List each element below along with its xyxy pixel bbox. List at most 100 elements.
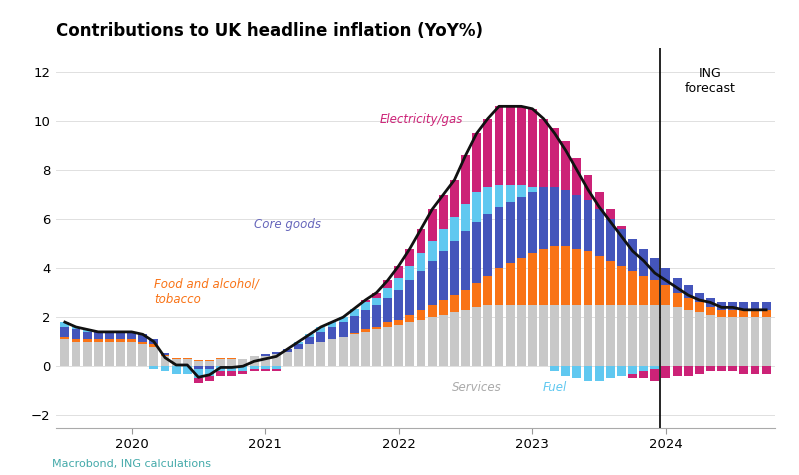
Bar (316, 332, 325, 342)
Bar (750, 310, 759, 317)
Bar (194, 366, 203, 369)
Bar (461, 204, 470, 231)
Bar (706, 366, 715, 371)
Bar (483, 276, 492, 305)
Bar (706, 297, 715, 307)
Bar (238, 366, 248, 371)
Bar (739, 366, 749, 373)
Bar (606, 219, 614, 261)
Bar (695, 312, 704, 366)
Bar (706, 307, 715, 315)
Bar (116, 342, 125, 366)
Bar (483, 305, 492, 366)
Bar (718, 317, 726, 366)
Bar (405, 280, 415, 315)
Bar (539, 187, 548, 248)
Bar (384, 280, 392, 288)
Bar (105, 342, 113, 366)
Bar (695, 293, 704, 303)
Bar (105, 332, 113, 339)
Bar (427, 305, 436, 317)
Bar (718, 310, 726, 317)
Bar (372, 327, 381, 330)
Bar (606, 366, 614, 379)
Bar (517, 106, 526, 185)
Bar (260, 356, 269, 366)
Bar (372, 330, 381, 366)
Bar (339, 322, 348, 337)
Bar (416, 320, 426, 366)
Bar (572, 158, 582, 195)
Bar (72, 339, 81, 342)
Bar (361, 332, 370, 366)
Bar (93, 339, 103, 342)
Bar (127, 332, 136, 339)
Bar (61, 322, 70, 327)
Bar (662, 366, 670, 379)
Bar (472, 192, 481, 221)
Bar (350, 309, 359, 316)
Bar (61, 339, 70, 366)
Bar (228, 359, 237, 366)
Bar (228, 358, 237, 359)
Bar (650, 305, 659, 366)
Bar (639, 248, 648, 276)
Text: Fuel: Fuel (543, 381, 566, 394)
Bar (639, 366, 648, 371)
Text: Food and alcohol/
tobacco: Food and alcohol/ tobacco (154, 278, 259, 306)
Bar (405, 322, 415, 366)
Bar (350, 316, 359, 333)
Bar (205, 369, 214, 376)
Bar (450, 295, 459, 312)
Bar (395, 290, 403, 320)
Text: Services: Services (451, 381, 502, 394)
Bar (395, 266, 403, 278)
Bar (761, 310, 770, 317)
Bar (350, 333, 359, 334)
Bar (606, 261, 614, 305)
Bar (495, 106, 503, 185)
Bar (384, 322, 392, 327)
Bar (450, 312, 459, 366)
Bar (305, 334, 314, 337)
Bar (372, 297, 381, 305)
Bar (361, 300, 370, 303)
Bar (82, 339, 92, 342)
Bar (673, 366, 682, 376)
Bar (594, 209, 603, 256)
Bar (650, 369, 659, 381)
Bar (551, 128, 559, 187)
Bar (72, 327, 81, 330)
Bar (72, 342, 81, 366)
Bar (183, 358, 192, 359)
Bar (183, 359, 192, 366)
Bar (272, 352, 280, 354)
Bar (761, 366, 770, 373)
Bar (149, 347, 158, 366)
Bar (61, 327, 70, 337)
Bar (739, 310, 749, 317)
Bar (695, 303, 704, 312)
Bar (316, 327, 325, 332)
Bar (249, 356, 259, 366)
Bar (739, 303, 749, 310)
Bar (572, 305, 582, 366)
Bar (662, 305, 670, 366)
Bar (328, 327, 336, 339)
Bar (583, 305, 593, 366)
Bar (728, 366, 737, 371)
Bar (361, 303, 370, 310)
Bar (750, 317, 759, 366)
Bar (728, 317, 737, 366)
Bar (427, 241, 436, 261)
Bar (361, 310, 370, 330)
Bar (149, 344, 158, 347)
Bar (594, 366, 603, 381)
Bar (105, 339, 113, 342)
Bar (416, 271, 426, 310)
Bar (472, 307, 481, 366)
Bar (217, 371, 225, 376)
Bar (617, 366, 626, 376)
Bar (495, 185, 503, 207)
Bar (495, 207, 503, 268)
